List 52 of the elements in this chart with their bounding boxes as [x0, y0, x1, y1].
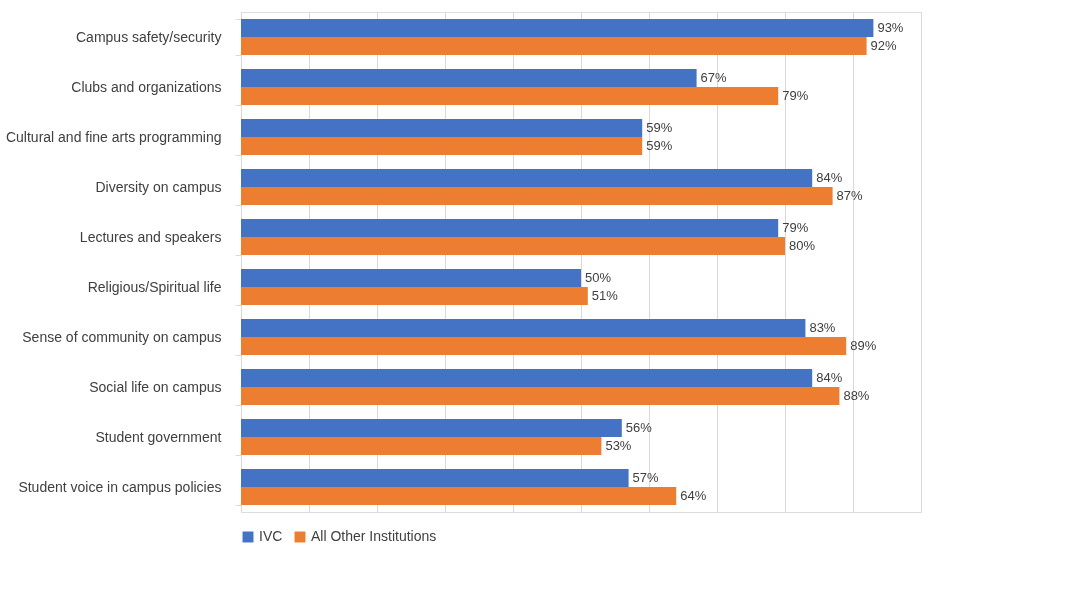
y-tick-label: Student voice in campus policies: [18, 478, 222, 495]
data-label: 56%: [625, 420, 653, 435]
y-tick-label: Diversity on campus: [95, 178, 222, 195]
data-label: 51%: [591, 288, 619, 303]
data-label: 84%: [816, 170, 843, 185]
data-label: 79%: [782, 220, 809, 235]
data-label: 59%: [646, 120, 673, 135]
data-label: 92%: [870, 38, 898, 53]
y-tick-label: Campus safety/security: [76, 28, 222, 45]
bar: [241, 19, 874, 37]
bar: [241, 219, 779, 237]
data-label: 53%: [605, 438, 632, 453]
data-label: 83%: [809, 320, 836, 335]
y-tick-label: Religious/Spiritual life: [87, 278, 222, 295]
bar: [241, 237, 785, 255]
bar: [241, 337, 847, 355]
y-tick-label: Clubs and organizations: [71, 78, 222, 95]
legend-label: IVC: [259, 528, 283, 544]
y-tick-label: Student government: [95, 428, 222, 445]
bar: [241, 187, 833, 205]
data-label: 87%: [836, 188, 864, 203]
data-label: 79%: [782, 88, 809, 103]
bar: [241, 87, 779, 105]
data-label: 84%: [816, 370, 843, 385]
legend-label: All Other Institutions: [311, 528, 437, 544]
bar: [241, 437, 602, 455]
bar: [241, 369, 813, 387]
bar: [241, 287, 588, 305]
bar: [241, 37, 867, 55]
data-label: 93%: [877, 20, 904, 35]
data-label: 89%: [850, 338, 877, 353]
data-label: 50%: [585, 270, 612, 285]
bar: [241, 419, 622, 437]
y-tick-label: Sense of community on campus: [22, 328, 222, 345]
bar: [241, 169, 813, 187]
bar: [241, 119, 643, 137]
data-label: 80%: [789, 238, 816, 253]
bar: [241, 387, 840, 405]
data-label: 88%: [843, 388, 870, 403]
data-label: 67%: [700, 70, 728, 85]
bar: [241, 137, 643, 155]
y-tick-label: Lectures and speakers: [79, 228, 222, 245]
data-label: 59%: [646, 138, 673, 153]
data-label: 57%: [632, 470, 660, 485]
bar: [241, 469, 629, 487]
bar: [241, 69, 697, 87]
bar: [241, 487, 677, 505]
y-tick-label: Social life on campus: [89, 378, 222, 395]
bar: [241, 319, 806, 337]
bar: [241, 269, 581, 287]
data-label: 64%: [680, 488, 707, 503]
y-tick-label: Cultural and fine arts programming: [5, 128, 222, 145]
